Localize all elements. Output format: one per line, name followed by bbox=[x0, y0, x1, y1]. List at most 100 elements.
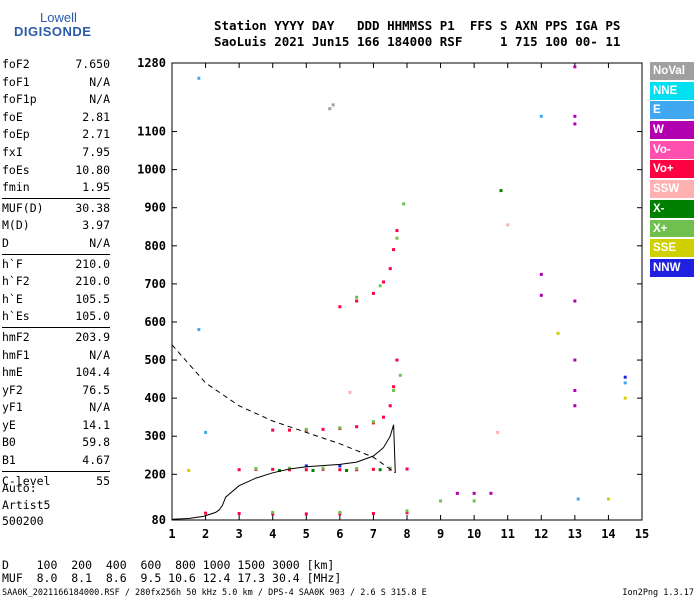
x-tick-label: 6 bbox=[336, 527, 343, 541]
echo-point bbox=[472, 499, 476, 503]
param-value: N/A bbox=[89, 400, 110, 415]
echo-point bbox=[304, 464, 308, 468]
header-line-2: SaoLuis 2021 Jun15 166 184000 RSF 1 715 … bbox=[214, 34, 621, 49]
param-separator bbox=[2, 253, 110, 255]
y-tick-label: 1280 bbox=[137, 56, 166, 70]
echo-point bbox=[496, 430, 500, 434]
file-info-footer: SAA0K_2021166184000.RSF / 280fx256h 50 k… bbox=[2, 588, 427, 598]
echo-point bbox=[398, 373, 402, 377]
x-tick-label: 14 bbox=[601, 527, 615, 541]
echo-point bbox=[331, 103, 335, 107]
param-name: yE bbox=[2, 417, 16, 432]
param-row: h`F2 210.0 bbox=[2, 273, 110, 291]
y-tick-label: 80 bbox=[152, 513, 166, 527]
echo-point bbox=[539, 272, 543, 276]
echo-point bbox=[573, 389, 577, 393]
echo-point bbox=[539, 293, 543, 297]
echo-point bbox=[573, 122, 577, 126]
echo-point bbox=[573, 114, 577, 118]
echo-point bbox=[623, 381, 627, 385]
param-value: N/A bbox=[89, 235, 110, 250]
param-name: MUF(D) bbox=[2, 200, 44, 215]
x-tick-label: 1 bbox=[168, 527, 175, 541]
echo-point bbox=[288, 466, 291, 470]
echo-point bbox=[271, 428, 275, 432]
echo-point bbox=[338, 426, 342, 430]
y-tick-label: 200 bbox=[144, 467, 166, 481]
param-name: B1 bbox=[2, 453, 16, 468]
echo-point bbox=[455, 491, 459, 495]
echo-point bbox=[304, 512, 308, 516]
param-separator bbox=[2, 470, 110, 472]
header-line-1: Station YYYY DAY DDD HHMMSS P1 FFS S AXN… bbox=[214, 18, 621, 33]
echo-point bbox=[237, 468, 241, 472]
auto-program: Artist5 bbox=[2, 497, 51, 512]
param-name: fmin bbox=[2, 180, 30, 195]
echo-point bbox=[392, 389, 396, 393]
param-value: 105.0 bbox=[75, 309, 110, 324]
param-value: 210.0 bbox=[75, 274, 110, 289]
param-row: foEs 10.80 bbox=[2, 162, 110, 180]
param-value: N/A bbox=[89, 347, 110, 362]
param-row: B0 59.8 bbox=[2, 434, 110, 452]
echo-point bbox=[405, 511, 409, 515]
param-value: 203.9 bbox=[75, 329, 110, 344]
echo-point bbox=[254, 467, 258, 471]
param-row: foF1p N/A bbox=[2, 91, 110, 109]
param-row: fxI 7.95 bbox=[2, 144, 110, 162]
param-name: hmE bbox=[2, 365, 23, 380]
echo-point bbox=[338, 468, 342, 472]
legend-item: X- bbox=[650, 199, 694, 218]
param-name: foF1p bbox=[2, 92, 37, 107]
x-tick-label: 7 bbox=[370, 527, 377, 541]
param-value: 59.8 bbox=[82, 435, 110, 450]
legend-item: NoVal bbox=[650, 62, 694, 80]
param-row: C-level 55 bbox=[2, 473, 110, 491]
x-tick-label: 4 bbox=[269, 527, 276, 541]
echo-point bbox=[395, 358, 399, 362]
param-row: yF2 76.5 bbox=[2, 382, 110, 400]
param-row: hmF2 203.9 bbox=[2, 329, 110, 347]
echo-point bbox=[378, 468, 382, 472]
param-value: 76.5 bbox=[82, 382, 110, 397]
param-value: N/A bbox=[89, 92, 110, 107]
param-value: 10.80 bbox=[75, 162, 110, 177]
legend-item: Vo+ bbox=[650, 160, 694, 179]
echo-point bbox=[499, 189, 503, 193]
x-tick-label: 12 bbox=[534, 527, 548, 541]
param-name: foE bbox=[2, 109, 23, 124]
echo-point bbox=[204, 511, 208, 515]
echo-point bbox=[355, 467, 359, 471]
echo-point bbox=[371, 467, 375, 471]
echo-point bbox=[277, 468, 281, 472]
echo-point bbox=[355, 299, 359, 303]
echo-point bbox=[271, 510, 275, 514]
echo-point bbox=[576, 497, 580, 501]
echo-point bbox=[439, 499, 443, 503]
echo-point bbox=[382, 415, 385, 419]
param-name: fxI bbox=[2, 144, 23, 159]
param-value: 2.81 bbox=[82, 109, 110, 124]
distance-muf-table: D 100 200 400 600 800 1000 1500 3000 [km… bbox=[2, 559, 341, 585]
echo-point bbox=[328, 107, 332, 111]
param-separator bbox=[2, 326, 110, 328]
x-tick-label: 9 bbox=[437, 527, 444, 541]
x-tick-label: 11 bbox=[500, 527, 514, 541]
echo-point bbox=[304, 427, 308, 431]
x-tick-label: 10 bbox=[467, 527, 481, 541]
param-row: h`F 210.0 bbox=[2, 256, 110, 274]
legend-item: W bbox=[650, 121, 694, 139]
echo-point bbox=[382, 280, 385, 284]
y-tick-label: 700 bbox=[144, 277, 166, 291]
param-name: h`Es bbox=[2, 309, 30, 324]
x-tick-label: 5 bbox=[303, 527, 310, 541]
echo-point bbox=[573, 65, 577, 69]
echo-point bbox=[271, 512, 275, 516]
echo-point bbox=[338, 512, 342, 516]
echo-point bbox=[197, 76, 201, 80]
muf-row: MUF 8.0 8.1 8.6 9.5 10.6 12.4 17.3 30.4 … bbox=[2, 571, 342, 585]
param-name: h`F2 bbox=[2, 274, 30, 289]
distance-row: D 100 200 400 600 800 1000 1500 3000 [km… bbox=[2, 558, 335, 572]
extrapolated-profile-curve bbox=[171, 344, 396, 474]
param-row: yF1 N/A bbox=[2, 399, 110, 417]
